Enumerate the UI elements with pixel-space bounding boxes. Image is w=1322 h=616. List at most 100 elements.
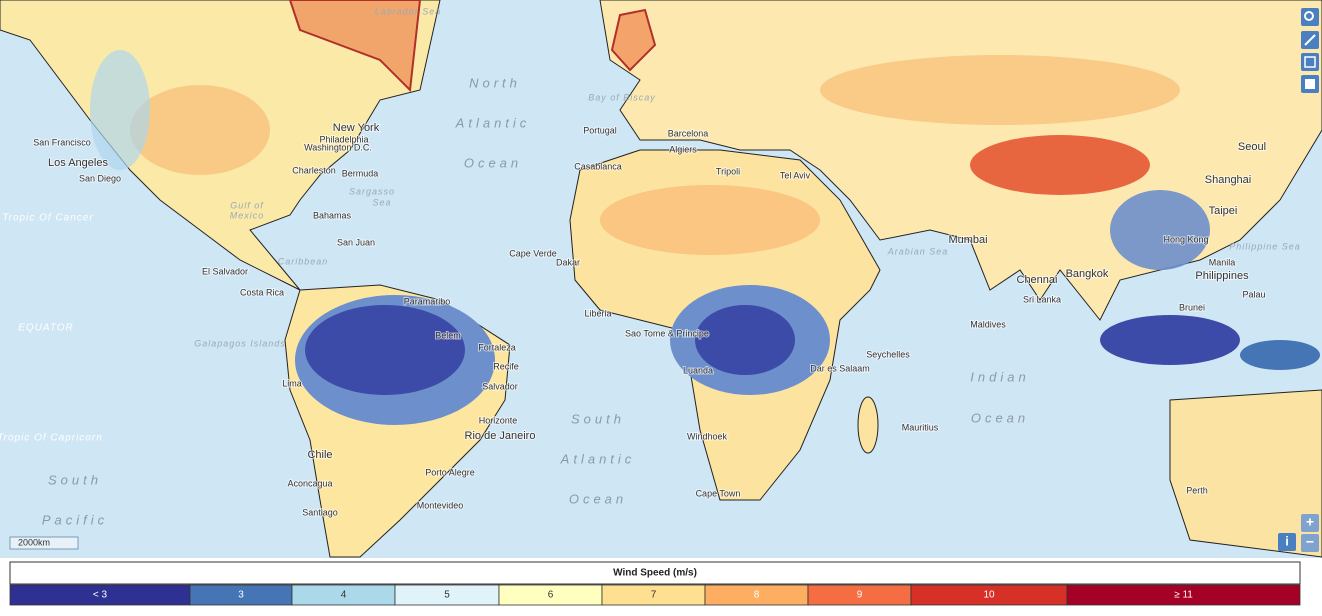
- place-label: Montevideo: [417, 500, 464, 510]
- place-label: Tripoli: [716, 166, 740, 176]
- search-button[interactable]: [1301, 8, 1319, 26]
- ocean-label: Pacific: [42, 512, 108, 527]
- place-label: Bangkok: [1066, 268, 1109, 280]
- place-label: Maldives: [970, 319, 1006, 329]
- place-label: Aconcagua: [287, 478, 332, 488]
- zoom-in-button[interactable]: [1301, 514, 1319, 532]
- ocean-label: Atlantic: [455, 115, 531, 130]
- place-label: Portugal: [583, 125, 617, 135]
- place-label: New York: [333, 122, 380, 134]
- ocean-label: Atlantic: [560, 451, 636, 466]
- ocean-label: North: [469, 75, 521, 90]
- place-label: Washington D.C.: [304, 142, 372, 152]
- place-label: Mauritius: [902, 422, 939, 432]
- legend-swatch: [1066, 584, 1301, 606]
- place-label: Shanghai: [1205, 174, 1252, 186]
- place-label: Lima: [282, 378, 302, 388]
- place-label: Galapagos Islands: [194, 338, 286, 348]
- place-label: Mumbai: [948, 234, 987, 246]
- search-icon: [1304, 11, 1314, 21]
- sea-label: Sea: [372, 197, 391, 207]
- place-label: Santiago: [302, 507, 338, 517]
- place-label: Dar es Salaam: [810, 363, 870, 373]
- scale-bar-box: [9, 536, 79, 550]
- place-label: Chennai: [1017, 274, 1058, 286]
- latitude-label: Tropic Of Capricorn: [0, 433, 103, 444]
- place-label: Dakar: [556, 257, 580, 267]
- sea-label: Caribbean: [278, 256, 329, 266]
- place-label: Costa Rica: [240, 287, 284, 297]
- sea-label: Mexico: [230, 210, 265, 220]
- place-label: Hong Kong: [1163, 234, 1208, 244]
- place-label: Chile: [307, 449, 332, 461]
- legend-title-box: [9, 561, 1301, 585]
- sea-label: Gulf of: [230, 200, 264, 210]
- place-label: Charleston: [292, 165, 336, 175]
- place-label: Recife: [493, 361, 519, 371]
- legend-label: 6: [548, 590, 554, 601]
- sea-label: Philippine Sea: [1229, 241, 1301, 251]
- place-label: Seychelles: [866, 349, 910, 359]
- place-label: Tel Aviv: [780, 170, 811, 180]
- place-label: Perth: [1186, 485, 1208, 495]
- place-label: Cape Verde: [509, 248, 557, 258]
- place-label: Sri Lanka: [1023, 294, 1061, 304]
- legend: Wind Speed (m/s) < 3 3 4 5 6 7 8 9 10 ≥ 11: [9, 561, 1301, 606]
- info-label: i: [1285, 533, 1289, 548]
- ocean-label: South: [571, 411, 625, 426]
- sea-label: Bay of Biscay: [588, 92, 656, 102]
- legend-title: Wind Speed (m/s): [613, 568, 697, 579]
- place-label: Belem: [435, 330, 461, 340]
- sea-label: Arabian Sea: [887, 246, 949, 256]
- ocean-label: Ocean: [464, 155, 522, 170]
- toolbar: + − i: [1278, 8, 1319, 552]
- place-label: Casablanca: [574, 161, 622, 171]
- place-label: Cape Town: [696, 488, 741, 498]
- place-label: Sao Tome & Principe: [625, 328, 709, 338]
- legend-label: 4: [341, 590, 347, 601]
- legend-label: 9: [857, 590, 863, 601]
- place-label: Fortaleza: [478, 342, 516, 352]
- share-button[interactable]: [1301, 53, 1319, 71]
- place-label: Philippines: [1195, 270, 1249, 282]
- place-label: Luanda: [683, 365, 713, 375]
- place-label: Salvador: [482, 381, 518, 391]
- legend-label: 3: [238, 590, 244, 601]
- place-label: Philadelphia: [319, 134, 368, 144]
- legend-label: 10: [983, 590, 995, 601]
- place-label: Manila: [1209, 257, 1236, 267]
- zoom-in-label: +: [1306, 514, 1314, 530]
- place-label: Porto Alegre: [425, 467, 475, 477]
- info-button[interactable]: [1278, 533, 1296, 551]
- map-labels: North Atlantic Ocean South Atlantic Ocea…: [0, 6, 1301, 527]
- ocean-label: Indian: [970, 369, 1029, 384]
- place-label: Windhoek: [687, 431, 728, 441]
- place-label: Palau: [1242, 289, 1265, 299]
- place-label: El Salvador: [202, 266, 248, 276]
- place-label: Rio de Janeiro: [465, 430, 536, 442]
- place-label: Seoul: [1238, 141, 1266, 153]
- save-icon: [1305, 79, 1315, 89]
- draw-icon: [1304, 34, 1316, 46]
- share-icon: [1304, 56, 1316, 68]
- legend-label: 5: [444, 590, 450, 601]
- zoom-out-button[interactable]: [1301, 534, 1319, 552]
- scale-bar: 2000km: [9, 536, 79, 550]
- legend-label: < 3: [93, 590, 108, 601]
- place-label: Bermuda: [342, 168, 379, 178]
- sea-label: Sargasso: [349, 186, 395, 196]
- place-label: Taipei: [1209, 205, 1238, 217]
- place-label: Algiers: [669, 144, 697, 154]
- ocean-label: Ocean: [569, 491, 627, 506]
- latitude-label: EQUATOR: [18, 323, 74, 334]
- place-label: Los Angeles: [48, 157, 108, 169]
- place-label: Horizonte: [479, 415, 518, 425]
- sea-label: Labrador Sea: [375, 6, 442, 16]
- place-label: San Francisco: [33, 137, 91, 147]
- place-label: Brunei: [1179, 302, 1205, 312]
- land: [0, 0, 1322, 558]
- place-label: Liberia: [584, 308, 611, 318]
- legend-label: 8: [754, 590, 760, 601]
- legend-label: ≥ 11: [1174, 590, 1193, 601]
